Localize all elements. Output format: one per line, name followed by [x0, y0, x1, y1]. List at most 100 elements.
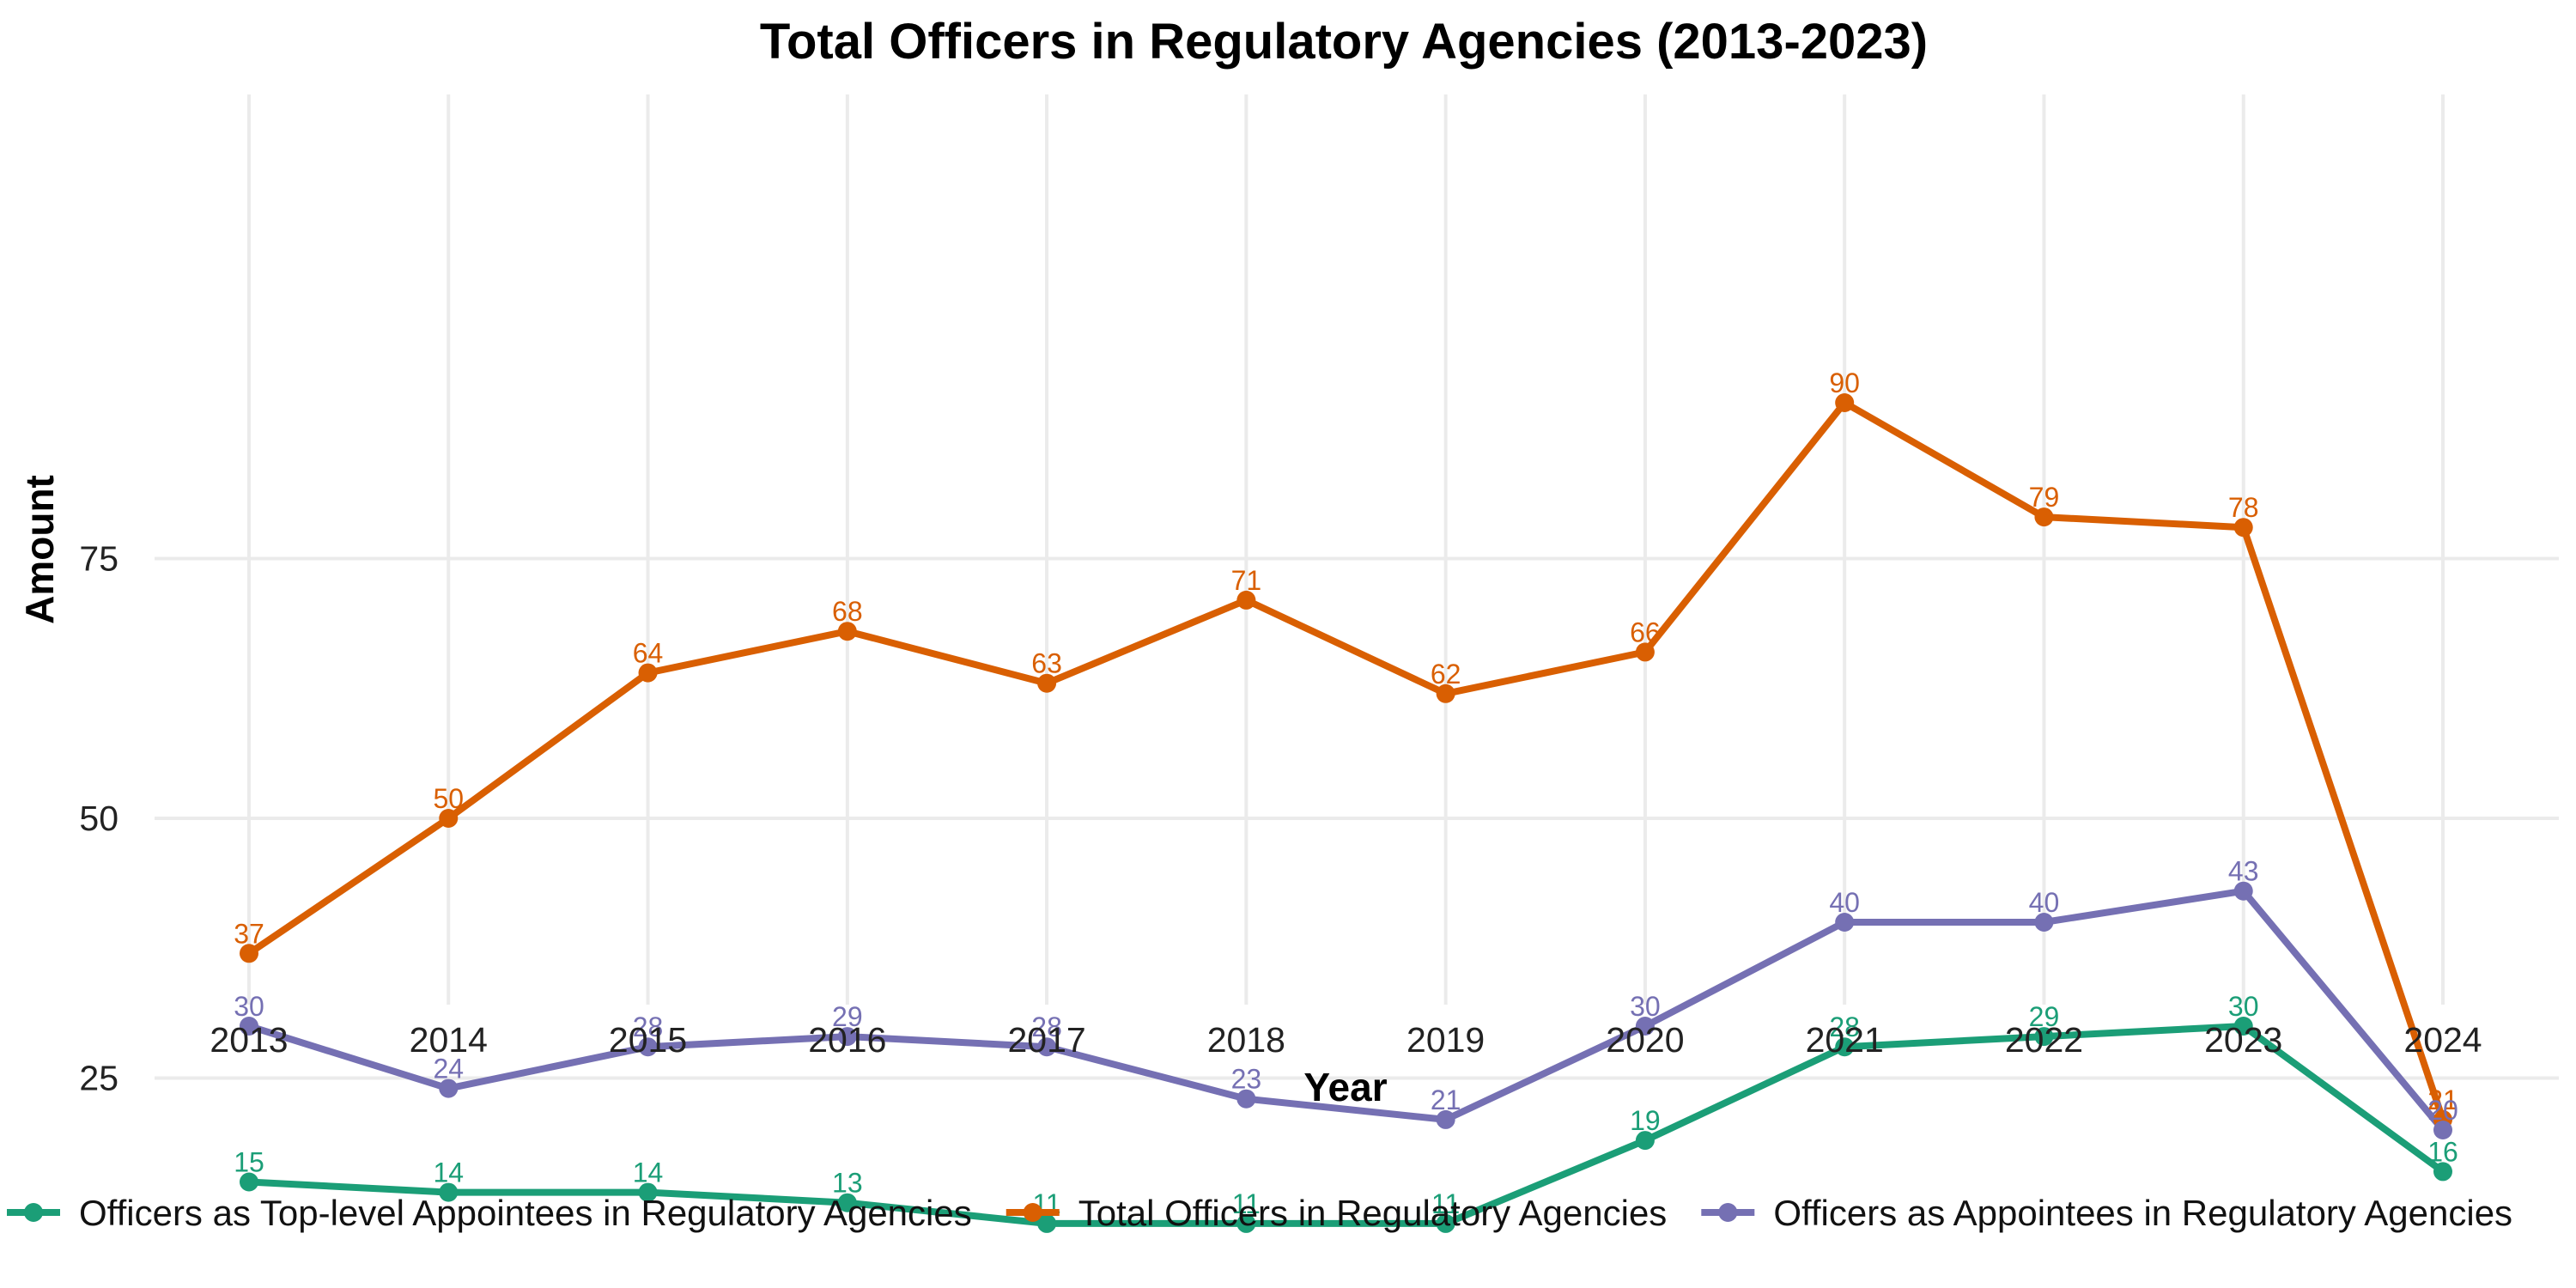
x-axis-title: Year — [1303, 1065, 1387, 1109]
data-label: 40 — [2029, 887, 2060, 918]
data-point — [240, 1172, 258, 1192]
data-point — [1436, 1109, 1455, 1129]
data-label: 90 — [1829, 368, 1860, 398]
series-lines — [246, 399, 2446, 1227]
data-point — [1635, 642, 1655, 662]
data-label: 63 — [1031, 648, 1062, 679]
x-tick-label: 2024 — [2403, 1020, 2482, 1060]
data-label: 13 — [832, 1168, 863, 1199]
data-label: 78 — [2228, 492, 2259, 523]
data-point — [1037, 1037, 1057, 1057]
data-label: 68 — [832, 596, 863, 627]
data-point — [439, 1078, 459, 1098]
data-point — [240, 1017, 258, 1036]
x-tick-label: 2018 — [1207, 1020, 1285, 1060]
data-point — [439, 1182, 459, 1202]
data-label: 62 — [1431, 659, 1461, 690]
data-label: 50 — [433, 783, 464, 814]
data-label: 71 — [1231, 565, 1262, 596]
x-tick-label: 2015 — [609, 1020, 687, 1060]
data-label: 21 — [1431, 1084, 1461, 1115]
data-label: 14 — [633, 1157, 664, 1188]
data-label: 11 — [1431, 1188, 1460, 1219]
data-point — [1835, 1037, 1855, 1057]
legend: Officers as Top-level Appointees in Regu… — [7, 1193, 2512, 1233]
data-point — [2034, 507, 2054, 527]
series-line-3 — [246, 887, 2446, 1133]
x-tick-label: 2017 — [1007, 1020, 1085, 1060]
x-tick-label: 2021 — [1806, 1020, 1884, 1060]
data-point — [2233, 518, 2253, 538]
x-tick-label: 2019 — [1406, 1020, 1485, 1060]
grid-lines — [155, 94, 2559, 1080]
series-points — [240, 393, 2452, 1233]
data-point — [638, 1182, 658, 1202]
data-point — [638, 663, 658, 683]
legend-swatch-point — [1718, 1203, 1738, 1222]
data-point — [1835, 393, 1855, 412]
data-label: 30 — [1630, 991, 1661, 1022]
y-tick-label: 50 — [79, 799, 118, 838]
data-point — [1635, 1131, 1655, 1151]
data-label: 20 — [2427, 1095, 2458, 1126]
legend-label: Officers as Appointees in Regulatory Age… — [1773, 1193, 2512, 1233]
data-point — [2433, 1121, 2452, 1139]
data-label: 79 — [2029, 482, 2060, 513]
legend-swatch-point — [24, 1203, 43, 1222]
data-label: 19 — [1630, 1105, 1661, 1136]
data-label: 29 — [832, 1001, 863, 1032]
x-tick-label: 2020 — [1606, 1020, 1684, 1060]
series-line-2 — [246, 399, 2446, 1123]
data-point — [2433, 1162, 2452, 1182]
data-label: 43 — [2228, 856, 2259, 887]
data-point — [439, 809, 459, 828]
data-label: 15 — [234, 1147, 264, 1178]
data-point — [837, 1193, 857, 1212]
series-line-1 — [246, 1023, 2446, 1227]
x-tick-label: 2022 — [2005, 1020, 2083, 1060]
data-point — [2233, 1017, 2253, 1036]
data-point — [240, 944, 258, 963]
data-label: 28 — [1829, 1012, 1860, 1042]
data-label: 28 — [1031, 1012, 1062, 1042]
x-axis-ticks: 2013 2014 2015 2016 2017 2018 2019 2020 2021 2022… — [210, 1020, 2482, 1060]
data-label: 64 — [633, 638, 664, 669]
chart-title: Total Officers in Regulatory Agencies (2… — [760, 14, 1928, 70]
legend-label: Total Officers in Regulatory Agencies — [1078, 1193, 1668, 1233]
y-tick-label: 25 — [79, 1059, 118, 1098]
data-point — [1236, 1089, 1256, 1109]
x-tick-label: 2014 — [410, 1020, 488, 1060]
data-label: 21 — [2427, 1084, 2458, 1115]
data-point — [638, 1037, 658, 1057]
x-tick-label: 2013 — [210, 1020, 288, 1060]
data-point — [2034, 913, 2054, 932]
data-point — [837, 622, 857, 641]
data-label: 16 — [2427, 1136, 2458, 1167]
data-label: 24 — [433, 1054, 464, 1084]
data-point — [1436, 1213, 1455, 1233]
x-tick-label: 2016 — [808, 1020, 886, 1060]
data-point — [1436, 683, 1455, 703]
data-label: 30 — [2228, 991, 2259, 1022]
data-point — [2034, 1027, 2054, 1047]
data-label: 14 — [433, 1157, 464, 1188]
data-point — [1236, 1213, 1256, 1233]
data-point — [1037, 1213, 1057, 1233]
data-label: 30 — [234, 991, 264, 1022]
data-point — [1635, 1017, 1655, 1036]
data-label: 40 — [1829, 887, 1860, 918]
data-point — [837, 1027, 857, 1047]
legend-label: Officers as Top-level Appointees in Regu… — [79, 1193, 972, 1233]
data-point — [2233, 881, 2253, 901]
y-axis-ticks: 25 50 75 — [79, 539, 118, 1098]
data-label: 11 — [1232, 1188, 1261, 1219]
data-label: 28 — [633, 1012, 664, 1042]
data-label: 23 — [1231, 1064, 1262, 1095]
x-tick-label: 2023 — [2204, 1020, 2282, 1060]
data-label: 29 — [2029, 1001, 2060, 1032]
data-point — [1236, 590, 1256, 610]
data-label: 37 — [234, 918, 264, 949]
y-tick-label: 75 — [79, 539, 118, 579]
